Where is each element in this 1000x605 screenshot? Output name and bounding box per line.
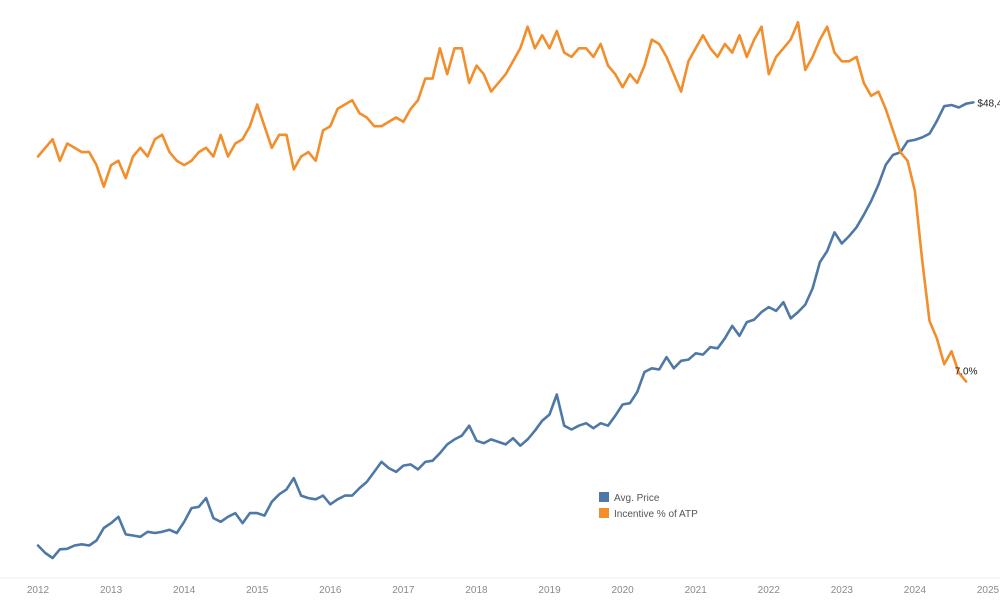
x-tick-label-2016: 2016 xyxy=(319,585,342,596)
series-line-avg-price xyxy=(36,101,975,560)
legend-swatch-incentive xyxy=(599,508,609,518)
x-tick-label-2024: 2024 xyxy=(904,585,927,596)
legend-swatch-avg-price xyxy=(599,492,609,502)
x-tick-label-2025: 2025 xyxy=(977,585,1000,596)
x-tick-label-2013: 2013 xyxy=(100,585,123,596)
x-tick-label-2023: 2023 xyxy=(831,585,854,596)
x-tick-label-2012: 2012 xyxy=(27,585,50,596)
x-tick-label-2020: 2020 xyxy=(611,585,634,596)
series-group xyxy=(36,21,975,560)
x-tick-label-2022: 2022 xyxy=(758,585,781,596)
end-label-avg-price: $48,401 xyxy=(977,98,1000,109)
x-tick-label-2017: 2017 xyxy=(392,585,415,596)
x-tick-label-2015: 2015 xyxy=(246,585,269,596)
x-tick-label-2019: 2019 xyxy=(538,585,561,596)
series-line-incentive-pct xyxy=(36,21,968,383)
x-tick-label-2014: 2014 xyxy=(173,585,196,596)
legend: Avg. Price Incentive % of ATP xyxy=(599,492,698,520)
legend-label-incentive: Incentive % of ATP xyxy=(614,509,698,520)
x-axis-ticks: 2012 2013 2014 2015 2016 2017 2018 2019 2020 2021… xyxy=(27,585,1000,596)
end-labels-group: $48,401 7.0% xyxy=(955,98,1000,377)
x-tick-label-2018: 2018 xyxy=(465,585,488,596)
end-label-incentive-pct: 7.0% xyxy=(955,367,978,378)
legend-label-avg-price: Avg. Price xyxy=(614,493,660,504)
x-tick-label-2021: 2021 xyxy=(685,585,708,596)
